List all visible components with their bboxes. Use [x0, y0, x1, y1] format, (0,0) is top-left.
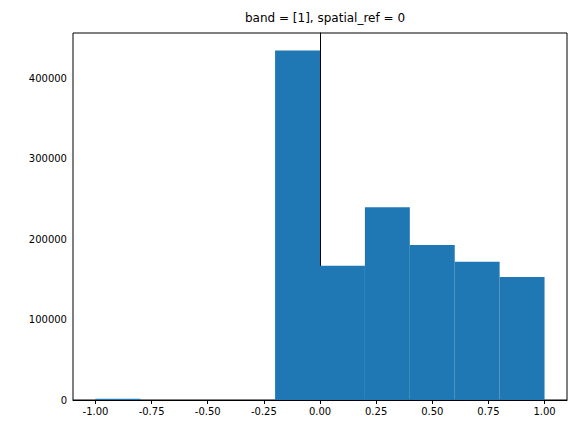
- svg-text:400000: 400000: [29, 73, 67, 84]
- svg-text:200000: 200000: [29, 234, 67, 245]
- svg-text:300000: 300000: [29, 153, 67, 164]
- svg-text:-0.50: -0.50: [195, 406, 221, 417]
- svg-text:1.00: 1.00: [533, 406, 555, 417]
- svg-text:0: 0: [61, 395, 67, 406]
- svg-text:0.00: 0.00: [309, 406, 331, 417]
- svg-text:band = [1], spatial_ref = 0: band = [1], spatial_ref = 0: [245, 11, 405, 25]
- svg-text:0.50: 0.50: [421, 406, 443, 417]
- svg-text:100000: 100000: [29, 314, 67, 325]
- svg-text:-0.75: -0.75: [139, 406, 165, 417]
- svg-text:-0.25: -0.25: [251, 406, 277, 417]
- svg-text:0.25: 0.25: [365, 406, 387, 417]
- svg-text:0.75: 0.75: [477, 406, 499, 417]
- svg-text:-1.00: -1.00: [83, 406, 109, 417]
